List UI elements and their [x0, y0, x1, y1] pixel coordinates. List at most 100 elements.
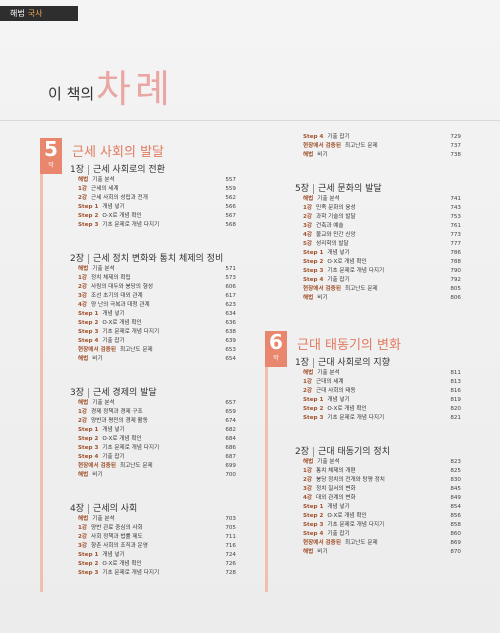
item-page: 820 — [450, 406, 461, 412]
item-text: 정치 질서의 변화 — [316, 486, 356, 492]
toc-item: Step 4 기출 잡기 792 — [303, 276, 461, 285]
title-small: 이 책의 — [48, 85, 95, 103]
toc-item: 해법 비기 738 — [303, 151, 461, 160]
toc-item: 3강 건축과 예술 761 — [303, 222, 461, 231]
part-number: 5 — [44, 137, 58, 161]
toc-item: Step 4 기출 잡기 639 — [78, 337, 236, 346]
chapter-title: 근대 태동기의 정치 — [318, 447, 390, 457]
item-page: 566 — [225, 204, 236, 210]
item-text: 사림의 대두와 붕당의 형성 — [91, 284, 153, 290]
item-label: 해법 — [78, 400, 89, 406]
item-text: 개념 넣기 — [102, 427, 125, 433]
item-text: 향촌 사회의 조직과 운영 — [91, 543, 148, 549]
item-label: Step 4 — [78, 338, 99, 344]
item-label: Step 4 — [78, 454, 99, 460]
item-page: 821 — [450, 415, 461, 421]
item-text: 개념 넣기 — [327, 397, 350, 403]
item-text: 기초 문제로 개념 다지기 — [102, 329, 160, 335]
item-text: 기출 분석 — [317, 459, 340, 465]
item-page: 684 — [225, 436, 236, 442]
toc-item: 현장에서 검증된 최고난도 문제 653 — [78, 346, 236, 355]
item-text: 기출 분석 — [92, 516, 115, 522]
item-page: 806 — [450, 295, 461, 301]
toc-item: 해법 비기 700 — [78, 471, 236, 480]
item-label: Step 2 — [78, 320, 99, 326]
item-page: 819 — [450, 397, 461, 403]
item-label: Step 4 — [303, 277, 324, 283]
item-page: 606 — [225, 284, 236, 290]
item-text: 개념 넣기 — [327, 250, 350, 256]
item-text: 기출 잡기 — [327, 134, 350, 140]
item-page: 634 — [225, 311, 236, 317]
toc-item: Step 2 O·X로 개념 확인 820 — [303, 405, 461, 414]
toc-item: Step 2 O·X로 개념 확인 788 — [303, 258, 461, 267]
tab-text: 해법 — [10, 9, 25, 18]
item-page: 716 — [225, 543, 236, 549]
toc-item: Step 4 기출 잡기 687 — [78, 453, 236, 462]
toc-item: 해법 기출 분석 823 — [303, 458, 461, 467]
item-text: 기초 문제로 개념 다지기 — [102, 570, 160, 576]
item-text: 근세의 세계 — [91, 186, 119, 192]
item-label: 1강 — [78, 275, 88, 281]
item-label: 해법 — [303, 549, 314, 555]
item-text: 성리학의 발달 — [316, 241, 349, 247]
toc-item: 4강 양 난의 극복과 대청 관계 623 — [78, 301, 236, 310]
chapter-title: 근세 문화의 발달 — [318, 184, 382, 194]
item-page: 792 — [450, 277, 461, 283]
item-label: 1강 — [303, 205, 313, 211]
item-text: 개념 넣기 — [102, 204, 125, 210]
toc-item: Step 2 O·X로 개념 확인 636 — [78, 319, 236, 328]
item-page: 790 — [450, 268, 461, 274]
item-page: 788 — [450, 259, 461, 265]
part-bar — [265, 367, 268, 592]
toc-item: 해법 비기 870 — [303, 548, 461, 557]
item-page: 653 — [225, 347, 236, 353]
item-label: Step 2 — [78, 436, 99, 442]
item-text: 기출 분석 — [92, 266, 115, 272]
toc-item: Step 3 기초 문제로 개념 다지기 638 — [78, 328, 236, 337]
item-label: 3강 — [303, 223, 313, 229]
item-label: 3강 — [78, 543, 88, 549]
item-page: 773 — [450, 232, 461, 238]
item-text: 양반 관료 중심의 사회 — [91, 525, 143, 531]
chapter-heading: 2장 근대 태동기의 정치 — [295, 444, 390, 457]
item-page: 639 — [225, 338, 236, 344]
item-label: 4강 — [303, 232, 313, 238]
item-page: 682 — [225, 427, 236, 433]
chapter-heading: 1장 근세 사회로의 전환 — [70, 162, 165, 175]
item-page: 559 — [225, 186, 236, 192]
toc-item: 4강 불교와 민간 신앙 773 — [303, 231, 461, 240]
toc-item: Step 3 기초 문제로 개념 다지기 821 — [303, 414, 461, 423]
item-page: 557 — [225, 177, 236, 183]
item-text: 기출 잡기 — [102, 338, 125, 344]
toc-item: 현장에서 검증된 최고난도 문제 737 — [303, 142, 461, 151]
toc-item: 1강 경제 정책과 경제 구조 659 — [78, 408, 236, 417]
toc-item: Step 4 기출 잡기 860 — [303, 530, 461, 539]
item-label: 2강 — [303, 388, 313, 394]
item-text: O·X로 개념 확인 — [327, 513, 367, 519]
toc-item: Step 2 O·X로 개념 확인 856 — [303, 512, 461, 521]
item-label: Step 3 — [78, 570, 99, 576]
item-label: Step 3 — [78, 445, 99, 451]
item-page: 854 — [450, 504, 461, 510]
item-label: 현장에서 검증된 — [303, 540, 341, 546]
item-label: 2강 — [78, 284, 88, 290]
item-label: 해법 — [303, 196, 314, 202]
toc-item: 해법 기출 분석 657 — [78, 399, 236, 408]
item-page: 741 — [450, 196, 461, 202]
item-text: 대외 관계의 변화 — [316, 495, 356, 501]
item-page: 830 — [450, 477, 461, 483]
item-page: 858 — [450, 522, 461, 528]
chapter-heading: 5장 근세 문화의 발달 — [295, 181, 382, 194]
chapter-label: 1장 — [70, 165, 90, 175]
item-text: 조선 초기의 대외 관계 — [91, 293, 143, 299]
title-rule — [0, 120, 500, 121]
item-text: 기초 문제로 개념 다지기 — [327, 522, 385, 528]
chapter-heading: 4장 근세의 사회 — [70, 501, 137, 514]
item-page: 705 — [225, 525, 236, 531]
chapter-label: 2장 — [295, 447, 315, 457]
item-page: 737 — [450, 143, 461, 149]
item-text: 개념 넣기 — [327, 504, 350, 510]
